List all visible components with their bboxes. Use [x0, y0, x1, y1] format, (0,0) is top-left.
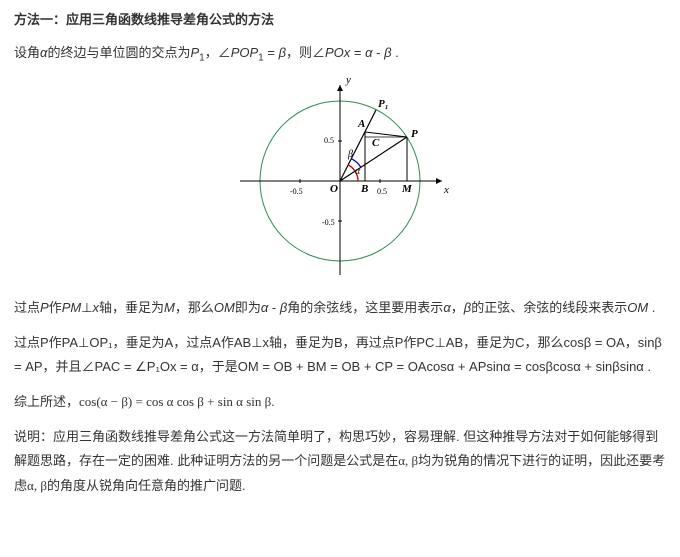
var-p: P — [40, 300, 49, 315]
formula-cos-diff: cos(α − β) = cos α cos β + sin α sin β. — [79, 394, 275, 409]
label-p1: P₁ — [378, 98, 389, 110]
label-p: P — [411, 128, 418, 140]
unit-circle-diagram: y x O P₁ P A C B M α β 0.5 -0.5 0.5 -0.5 — [14, 77, 666, 286]
text: - — [268, 300, 280, 315]
var-alpha: α — [443, 300, 450, 315]
text: 的角度从锐角向任意角的推广问题. — [47, 478, 246, 493]
paragraph-4: 综上所述，cos(α − β) = cos α cos β + sin α si… — [14, 390, 666, 415]
label-a: A — [357, 118, 365, 130]
label-x: x — [443, 184, 449, 196]
text: 的正弦、余弦的线段来表示 — [471, 300, 627, 315]
var-pop: POP — [231, 45, 258, 60]
paragraph-1: 设角α的终边与单位圆的交点为P1，∠POP1 = β，则∠POx = α - β… — [14, 41, 666, 68]
var-ab: α, β — [27, 478, 47, 493]
text: ， — [451, 300, 464, 315]
text: . — [648, 300, 655, 315]
var-pox: POx — [325, 45, 350, 60]
tick-label: -0.5 — [322, 218, 335, 227]
label-c: C — [372, 137, 380, 149]
text: = — [350, 45, 365, 60]
var-alpha: α — [365, 45, 372, 60]
paragraph-2: 过点P作PM⊥x轴，垂足为M，那么OM即为α - β角的余弦线，这里要用表示α，… — [14, 296, 666, 321]
text: 即为 — [235, 300, 261, 315]
text: ，∠ — [205, 45, 231, 60]
text: - — [373, 45, 385, 60]
label-m: M — [401, 183, 413, 195]
y-arrow — [337, 85, 343, 91]
text: 设角 — [14, 45, 40, 60]
text: = — [264, 45, 279, 60]
text: 过点P作PA⊥OP₁，垂足为A，过点A作AB⊥x轴，垂足为B，再过点P作PC⊥A… — [14, 335, 662, 375]
text: 角的余弦线，这里要用表示 — [287, 300, 443, 315]
label-beta: β — [347, 149, 353, 160]
var-ab: α, β — [398, 453, 418, 468]
var-om: OM — [627, 300, 648, 315]
text: ，则∠ — [286, 45, 325, 60]
text: . — [392, 45, 399, 60]
var-pm: PM — [62, 300, 82, 315]
var-m: M — [164, 300, 175, 315]
var-om: OM — [214, 300, 235, 315]
tick-label: 0.5 — [377, 187, 387, 196]
var-p: P — [190, 45, 199, 60]
label-b: B — [360, 183, 368, 195]
text: ，那么 — [175, 300, 214, 315]
text: ⊥ — [81, 300, 92, 315]
text: 综上所述， — [14, 394, 79, 409]
tick-label: -0.5 — [290, 187, 303, 196]
method-title: 方法一：应用三角函数线推导差角公式的方法 — [14, 8, 666, 33]
x-arrow — [436, 178, 442, 184]
paragraph-3: 过点P作PA⊥OP₁，垂足为A，过点A作AB⊥x轴，垂足为B，再过点P作PC⊥A… — [14, 331, 666, 380]
text: 作 — [49, 300, 62, 315]
label-alpha: α — [355, 166, 361, 177]
label-o: O — [330, 183, 338, 195]
var-beta: β — [384, 45, 391, 60]
text: 轴，垂足为 — [99, 300, 164, 315]
text: 的终边与单位圆的交点为 — [47, 45, 190, 60]
var-beta: β — [279, 45, 286, 60]
paragraph-5: 说明：应用三角函数线推导差角公式这一方法简单明了，构思巧妙，容易理解. 但这种推… — [14, 425, 666, 499]
label-y: y — [345, 77, 351, 86]
tick-label: 0.5 — [324, 136, 334, 145]
text: 过点 — [14, 300, 40, 315]
